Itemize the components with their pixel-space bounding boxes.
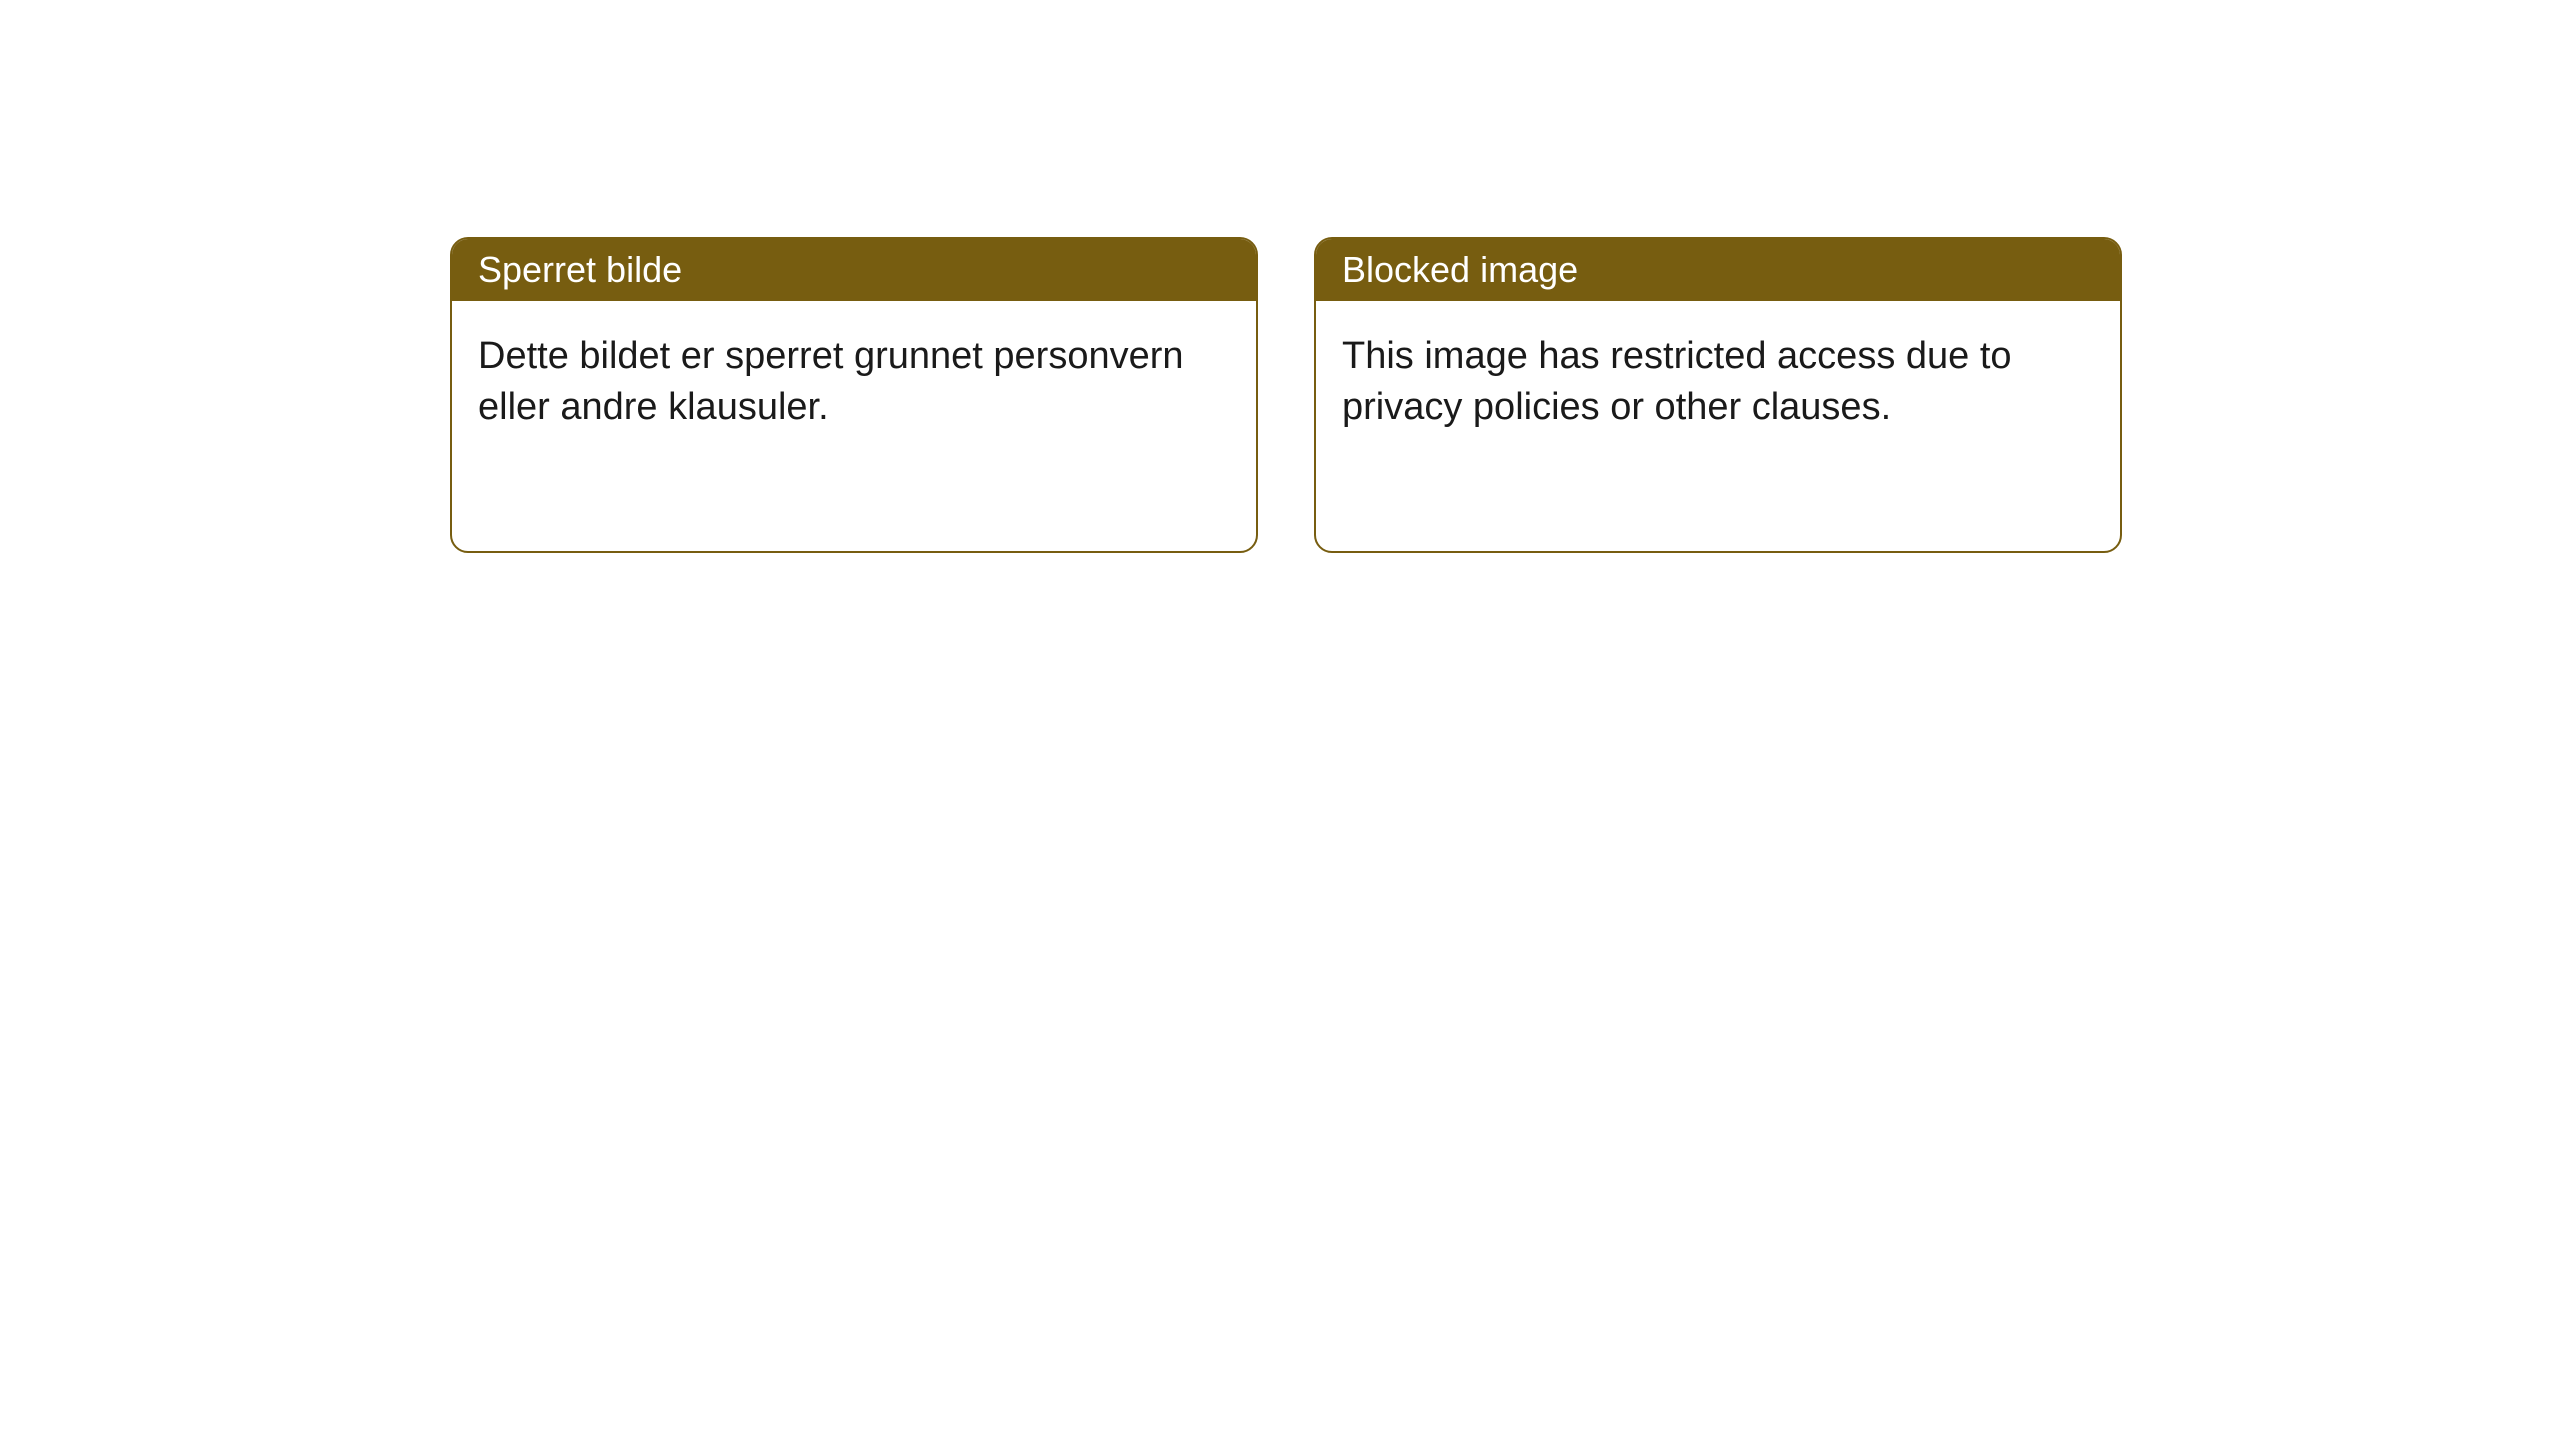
notice-body-no: Dette bildet er sperret grunnet personve… — [452, 301, 1256, 551]
blocked-image-notices: Sperret bilde Dette bildet er sperret gr… — [450, 237, 2122, 553]
notice-title-en: Blocked image — [1316, 239, 2120, 301]
notice-title-no: Sperret bilde — [452, 239, 1256, 301]
notice-card-en: Blocked image This image has restricted … — [1314, 237, 2122, 553]
notice-body-en: This image has restricted access due to … — [1316, 301, 2120, 551]
notice-card-no: Sperret bilde Dette bildet er sperret gr… — [450, 237, 1258, 553]
